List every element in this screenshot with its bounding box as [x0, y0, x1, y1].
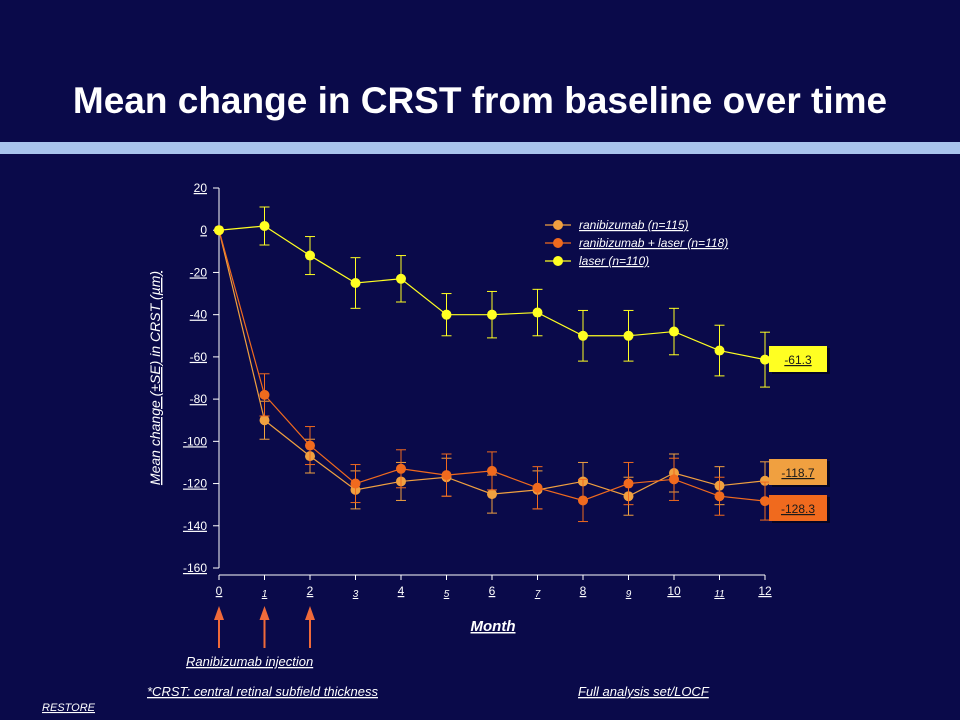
data-point	[305, 250, 315, 261]
x-tick-label: 9	[626, 589, 632, 600]
x-tick-label: 2	[307, 584, 314, 598]
arrow-head	[305, 606, 315, 620]
x-tick-label: 4	[398, 584, 405, 598]
legend-label: ranibizumab + laser (n=118)	[579, 236, 728, 250]
end-label-text: -118.7	[781, 466, 814, 480]
annotations: -61.3 -118.7 -128.3 Ranibizumab injection *C…	[42, 346, 830, 714]
data-point	[350, 278, 361, 288]
end-label-box	[769, 495, 827, 521]
legend-entry-1: ranibizumab + laser (n=118)	[545, 236, 728, 250]
legend: ranibizumab (n=115) ranibizumab + laser (…	[545, 218, 728, 268]
series-layer	[214, 206, 770, 523]
data-point	[760, 354, 770, 365]
y-tick-label: -140	[183, 519, 207, 533]
x-tick-label: 0	[216, 584, 223, 598]
y-tick-label: -20	[190, 265, 208, 279]
series-2	[214, 206, 770, 388]
analysis-note: Full analysis set/LOCF	[578, 684, 710, 699]
data-point	[714, 345, 725, 356]
data-point	[578, 330, 588, 341]
data-point	[441, 309, 452, 320]
y-tick-label: 20	[194, 181, 208, 195]
data-point	[623, 330, 634, 341]
arrow-head	[214, 606, 224, 620]
x-tick-label: 10	[667, 584, 681, 598]
data-point	[350, 478, 361, 489]
legend-marker	[553, 256, 563, 266]
data-point	[669, 326, 679, 337]
data-point	[623, 478, 634, 489]
data-point	[305, 440, 315, 451]
y-axis-title: Mean change (±SE) in CRST (µm)	[147, 271, 163, 485]
end-label-box	[769, 346, 827, 372]
y-tick-label: 0	[200, 223, 207, 237]
title-divider	[0, 142, 960, 154]
end-label-text: -128.3	[781, 502, 815, 516]
x-tick-label: 7	[535, 589, 541, 600]
data-point	[259, 415, 270, 426]
end-label-0: -118.7	[769, 459, 830, 487]
x-tick-label: 3	[353, 589, 359, 600]
x-tick-label: 11	[714, 589, 724, 600]
injection-arrow	[259, 606, 270, 648]
legend-marker	[553, 220, 563, 230]
data-point	[487, 309, 497, 320]
x-tick-label: 5	[444, 589, 450, 600]
x-axis-title: Month	[471, 618, 516, 635]
y-tick-label: -160	[183, 561, 207, 575]
data-point	[259, 389, 270, 400]
data-point	[532, 307, 543, 318]
data-point	[214, 225, 224, 236]
data-point	[532, 482, 543, 493]
data-point	[760, 496, 770, 507]
injection-arrow	[214, 606, 224, 648]
series-1	[214, 225, 770, 523]
slide-title: Mean change in CRST from baseline over t…	[72, 80, 888, 121]
y-tick-label: -100	[183, 434, 207, 448]
x-tick-label: 8	[580, 584, 587, 598]
x-tick-label: 6	[489, 584, 496, 598]
y-tick-label: -60	[190, 350, 208, 364]
end-label-2: -61.3	[769, 346, 830, 374]
y-tick-label: -40	[190, 308, 208, 322]
study-label: RESTORE	[42, 702, 96, 714]
data-point	[259, 221, 270, 231]
legend-marker	[553, 238, 563, 248]
arrow-head	[259, 606, 270, 620]
data-point	[396, 463, 406, 474]
data-point	[487, 465, 497, 476]
legend-label: ranibizumab (n=115)	[579, 218, 689, 232]
end-label-box	[769, 459, 827, 485]
injection-label: Ranibizumab injection	[186, 654, 313, 669]
y-tick-label: -120	[183, 477, 207, 491]
legend-entry-0: ranibizumab (n=115)	[545, 218, 689, 232]
data-point	[396, 273, 406, 284]
data-point	[760, 475, 770, 486]
x-tick-label: 12	[758, 584, 772, 598]
end-label-text: -61.3	[784, 353, 812, 367]
injection-arrow	[305, 606, 315, 648]
end-label-1: -128.3	[769, 495, 830, 523]
data-point	[441, 470, 452, 481]
legend-label: laser (n=110)	[579, 254, 649, 268]
data-point	[487, 489, 497, 500]
legend-entry-2: laser (n=110)	[545, 254, 649, 268]
y-tick-label: -80	[190, 392, 208, 406]
crst-footnote: *CRST: central retinal subfield thicknes…	[147, 684, 378, 699]
data-point	[578, 495, 588, 506]
data-point	[714, 491, 725, 502]
x-tick-label: 1	[262, 589, 268, 600]
data-point	[669, 474, 679, 485]
